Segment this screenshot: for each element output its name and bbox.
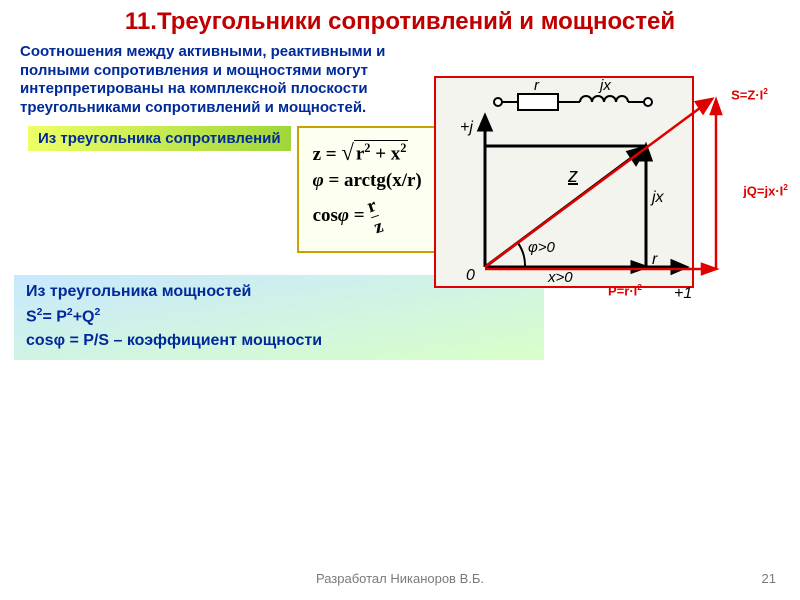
annotation-q: jQ=jx·I2 bbox=[743, 182, 788, 198]
impedance-formula-box: z = √r2 + x2 φ = arctg(x/r) cosφ = rz bbox=[297, 126, 438, 253]
author-footer: Разработал Никаноров В.Б. bbox=[0, 571, 800, 586]
label-z: z bbox=[567, 165, 578, 187]
formula-z: z = √r2 + x2 bbox=[313, 140, 422, 166]
page-title: 11.Треугольники сопротивлений и мощносте… bbox=[0, 0, 800, 37]
label-zero: 0 bbox=[466, 267, 475, 284]
label-xgt0: x>0 bbox=[547, 269, 573, 286]
label-jx-side: jx bbox=[650, 189, 665, 206]
formula-cos: cosφ = rz bbox=[313, 196, 422, 237]
intro-text: Соотношения между активными, реактивными… bbox=[0, 37, 430, 122]
impedance-triangle-heading: Из треугольника сопротивлений bbox=[28, 126, 291, 151]
label-r-bottom: r bbox=[652, 251, 658, 268]
label-jx-top: jx bbox=[598, 77, 611, 94]
label-plus-j: +j bbox=[460, 119, 473, 136]
formula-phi: φ = arctg(x/r) bbox=[313, 170, 422, 192]
impedance-triangle-diagram: r jx +j 0 z jx r bbox=[430, 72, 780, 312]
label-phi: φ>0 bbox=[528, 239, 556, 256]
annotation-p: P=r·I2 bbox=[608, 282, 642, 298]
annotation-s: S=Z·I2 bbox=[731, 86, 768, 102]
formula-cos-power: cosφ = P/S – коэффициент мощности bbox=[26, 332, 532, 350]
page-number: 21 bbox=[762, 571, 776, 586]
label-plus-1: +1 bbox=[674, 285, 692, 302]
